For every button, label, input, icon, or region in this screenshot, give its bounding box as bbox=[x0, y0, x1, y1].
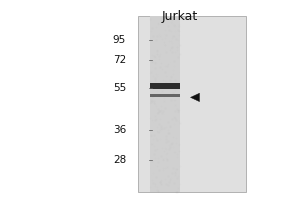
Text: 55: 55 bbox=[113, 83, 126, 93]
Bar bbox=[150, 83, 180, 89]
Bar bbox=[138, 16, 246, 192]
Text: 95: 95 bbox=[113, 35, 126, 45]
Bar bbox=[150, 16, 180, 192]
Text: 72: 72 bbox=[113, 55, 126, 65]
Bar bbox=[150, 94, 180, 97]
Polygon shape bbox=[190, 93, 200, 102]
Text: 28: 28 bbox=[113, 155, 126, 165]
Text: 36: 36 bbox=[113, 125, 126, 135]
Text: Jurkat: Jurkat bbox=[162, 10, 198, 23]
